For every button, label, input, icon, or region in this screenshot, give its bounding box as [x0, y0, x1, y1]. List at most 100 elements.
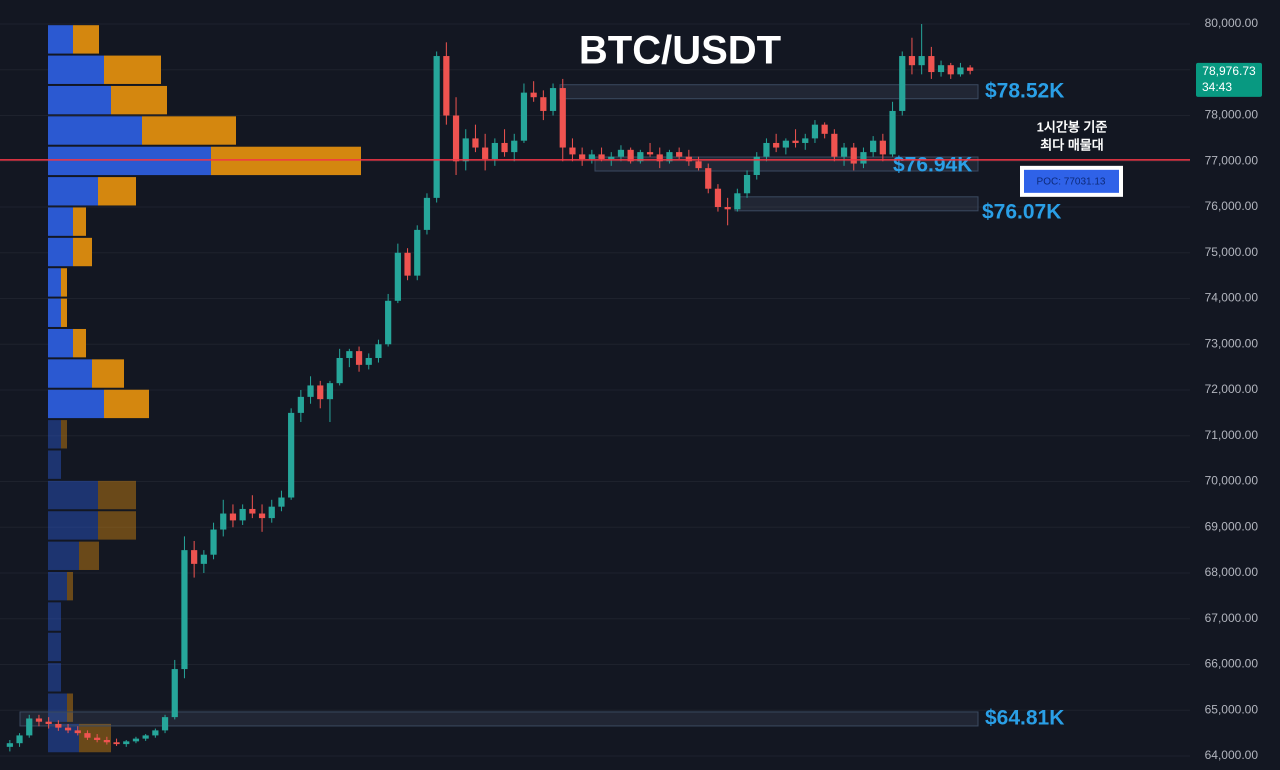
- candle-body: [103, 739, 110, 743]
- level-label: $78.52K: [985, 79, 1064, 102]
- profile-sell-bar: [73, 25, 99, 54]
- candle-body: [792, 140, 799, 143]
- profile-sell-bar: [92, 359, 124, 388]
- candle-body: [123, 741, 130, 745]
- candle-body: [74, 730, 81, 734]
- candle-body: [452, 115, 460, 162]
- candle-body: [414, 229, 421, 276]
- candle-body: [802, 138, 809, 143]
- y-tick-label: 72,000.00: [1205, 382, 1259, 396]
- candle-body: [385, 300, 392, 345]
- candle-body: [375, 344, 382, 358]
- profile-buy-bar: [48, 420, 61, 449]
- candle-body: [530, 92, 537, 98]
- profile-sell-bar: [61, 298, 67, 327]
- poc-label: POC: 77031.13: [1037, 176, 1106, 187]
- candle-body: [520, 92, 528, 141]
- profile-sell-bar: [61, 420, 67, 449]
- profile-sell-bar: [111, 85, 167, 115]
- candle-body: [850, 147, 857, 164]
- profile-buy-bar: [48, 511, 98, 540]
- candle-body: [588, 154, 595, 159]
- y-tick-label: 68,000.00: [1205, 565, 1259, 579]
- level-zone: [19, 711, 979, 727]
- profile-sell-bar: [98, 511, 136, 540]
- candle-body: [307, 385, 314, 397]
- candle-body: [782, 140, 789, 148]
- candle-body: [239, 508, 246, 521]
- profile-sell-bar: [211, 146, 361, 176]
- profile-sell-bar: [73, 207, 86, 236]
- poc-note: 최다 매물대: [1040, 137, 1103, 152]
- candle-body: [928, 56, 935, 73]
- candle-body: [297, 396, 304, 413]
- candle-body: [84, 733, 91, 738]
- y-tick-label: 75,000.00: [1205, 245, 1259, 259]
- candle-body: [908, 56, 916, 66]
- candle-body: [220, 513, 227, 530]
- candle-body: [734, 193, 741, 210]
- candle-body: [210, 529, 217, 555]
- candle-body: [278, 497, 285, 507]
- candle-body: [540, 97, 547, 111]
- candle-body: [753, 156, 760, 175]
- candle-body: [472, 138, 479, 148]
- candle-body: [268, 506, 275, 519]
- candle-body: [355, 351, 363, 365]
- candle-body: [637, 152, 644, 162]
- candle-body: [200, 554, 207, 564]
- y-tick-label: 71,000.00: [1205, 428, 1259, 442]
- candle-body: [55, 723, 62, 728]
- y-tick-label: 74,000.00: [1205, 291, 1259, 305]
- y-tick-label: 73,000.00: [1205, 336, 1259, 350]
- candle-body: [336, 357, 343, 384]
- candle-body: [511, 140, 518, 153]
- candle-body: [714, 188, 722, 208]
- candle-body: [957, 67, 964, 75]
- candle-body: [685, 156, 692, 162]
- candle-body: [879, 140, 886, 155]
- profile-buy-bar: [48, 359, 92, 388]
- profile-buy-bar: [48, 268, 61, 297]
- candle-body: [249, 508, 256, 514]
- candle-body: [26, 718, 33, 736]
- profile-buy-bar: [48, 177, 98, 206]
- candle-body: [258, 513, 266, 519]
- last-price-label: 78,976.73: [1202, 64, 1256, 78]
- candle-body: [113, 742, 120, 745]
- profile-buy-bar: [48, 632, 61, 662]
- candle-body: [870, 140, 877, 153]
- profile-sell-bar: [67, 571, 73, 601]
- level-label: $64.81K: [985, 706, 1064, 729]
- candle-body: [35, 718, 43, 722]
- profile-buy-bar: [48, 85, 111, 115]
- candle-body: [937, 65, 945, 73]
- candle-body: [346, 351, 353, 358]
- profile-sell-bar: [104, 389, 149, 419]
- candle-body: [646, 152, 654, 155]
- candle-body: [947, 65, 954, 75]
- candle-body: [491, 142, 498, 159]
- candle-body: [229, 513, 237, 521]
- candle-body: [569, 147, 576, 155]
- level-zone: [559, 84, 979, 100]
- candle-body: [132, 738, 140, 742]
- profile-buy-bar: [48, 116, 142, 145]
- candle-body: [181, 550, 188, 670]
- y-tick-label: 65,000.00: [1205, 702, 1259, 716]
- y-tick-label: 70,000.00: [1205, 474, 1259, 488]
- candle-body: [918, 56, 925, 66]
- candle-body: [743, 174, 751, 194]
- profile-buy-bar: [48, 55, 104, 84]
- candle-body: [6, 743, 13, 747]
- candle-body: [462, 138, 469, 162]
- candle-body: [142, 735, 149, 739]
- candle-body: [365, 357, 372, 365]
- candle-body: [617, 149, 625, 157]
- profile-buy-bar: [48, 237, 73, 267]
- candle-body: [656, 154, 663, 162]
- candle-body: [695, 161, 702, 169]
- candle-body: [45, 721, 52, 724]
- profile-buy-bar: [48, 541, 79, 570]
- candle-body: [549, 88, 557, 111]
